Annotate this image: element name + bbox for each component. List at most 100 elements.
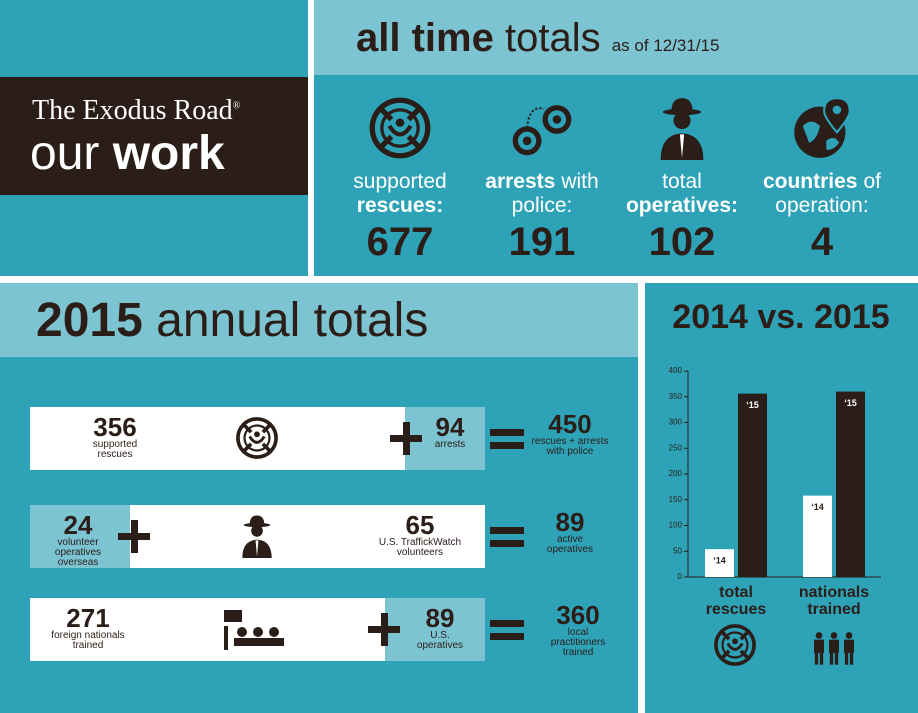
label-segment: rescues: xyxy=(356,194,444,217)
icon-shape xyxy=(372,100,427,155)
icon-shape xyxy=(242,515,272,558)
stat-label: arrests with police: xyxy=(462,170,622,218)
plus-v xyxy=(380,613,388,646)
bar-label: ‘15 xyxy=(844,398,857,408)
icon xyxy=(368,96,432,160)
value-label: with police xyxy=(546,446,594,457)
value-label: active xyxy=(556,534,584,545)
stat-value: 191 xyxy=(508,220,576,264)
value-label: rescues xyxy=(97,449,133,460)
brand-box: The Exodus Road® our work xyxy=(0,77,308,195)
y-tick-label: 300 xyxy=(669,418,683,427)
label-segment: operation: xyxy=(775,194,869,217)
y-tick-label: 350 xyxy=(669,392,683,401)
value-label: volunteer xyxy=(57,537,99,548)
equals-top xyxy=(490,620,524,627)
stat-label-line: operatives: xyxy=(602,194,762,218)
icon-shape xyxy=(793,97,851,159)
value: 356 xyxy=(93,412,137,442)
label-segment: supported xyxy=(353,170,447,193)
stat-value: 677 xyxy=(366,220,434,264)
label-segment: with xyxy=(561,170,599,193)
bar-label: ‘15 xyxy=(746,400,759,410)
title-bold: all time xyxy=(356,16,494,60)
brand-mark: ® xyxy=(232,100,241,112)
chart-panel: 2014 vs. 2015 0 50 100 150 200 250 300 350 400 ‘1… xyxy=(645,283,918,713)
rescue-icon xyxy=(714,624,756,666)
value: 89 xyxy=(555,507,585,537)
y-tick-label: 100 xyxy=(669,521,683,530)
row-shade xyxy=(385,598,485,661)
value-label: volunteers xyxy=(396,547,444,558)
value-block: 360 local practitioners trained xyxy=(508,602,648,658)
stat-label-line: police: xyxy=(462,194,622,218)
annual-panel: 2015 annual totals xyxy=(0,283,638,713)
title-light: totals xyxy=(504,16,601,60)
value-label: supported xyxy=(92,439,138,450)
value: 24 xyxy=(63,510,93,540)
stat-label-line: supported xyxy=(320,170,480,194)
value-label: U.S. TraffickWatch xyxy=(378,537,462,548)
value-label: practitioners xyxy=(550,637,606,648)
value-block: 94 arrests xyxy=(380,414,520,450)
all-time-panel: all time totals as of 12/31/15 supported… xyxy=(314,0,918,276)
value-block: 450 rescues + arrests with police xyxy=(500,411,640,457)
icon xyxy=(236,417,278,459)
annual-band xyxy=(0,283,638,357)
value-block: 65 U.S. TraffickWatch volunteers xyxy=(350,512,490,558)
stat-label: total operatives: xyxy=(602,170,762,218)
bar-label: ‘14 xyxy=(811,502,824,512)
stat-value: 4 xyxy=(810,220,834,264)
icon-shape xyxy=(224,610,284,650)
stat-label-line: rescues: xyxy=(320,194,480,218)
stat-label: countries of operation: xyxy=(742,170,902,218)
stat-label: supported rescues: xyxy=(320,170,480,218)
equals-bottom xyxy=(490,540,524,547)
icon-shape xyxy=(660,98,704,160)
icon xyxy=(224,610,284,650)
bar-label: ‘14 xyxy=(713,556,726,566)
value-label: operatives xyxy=(546,544,594,555)
value: 271 xyxy=(66,603,110,633)
label-segment: of xyxy=(863,170,882,193)
value-label: local xyxy=(567,627,589,638)
chart-title: 2014 vs. 2015 xyxy=(672,298,889,336)
y-tick-label: 50 xyxy=(673,546,682,555)
brand-title: our work xyxy=(30,129,225,179)
people-icon xyxy=(814,632,854,665)
y-tick-label: 250 xyxy=(669,443,683,452)
bar xyxy=(705,549,734,577)
title-bold: work xyxy=(112,127,225,180)
equals-bottom xyxy=(490,442,524,449)
value: 94 xyxy=(435,412,465,442)
stat-label-line: operation: xyxy=(742,194,902,218)
plus-v xyxy=(130,520,138,553)
label-segment: arrests xyxy=(485,170,556,193)
value: 450 xyxy=(548,409,592,439)
equals-bottom xyxy=(490,633,524,640)
value-label: U.S. xyxy=(430,630,450,641)
as-of: as of 12/31/15 xyxy=(611,36,720,55)
bar xyxy=(803,495,832,577)
value-label: operatives xyxy=(54,547,102,558)
label-segment: countries xyxy=(762,170,858,193)
stat-label-line: countries of xyxy=(742,170,902,194)
title-bold: 2015 xyxy=(36,294,143,347)
stat-label-line: arrests with xyxy=(462,170,622,194)
annual-title: 2015 annual totals xyxy=(36,293,428,349)
y-tick-label: 0 xyxy=(678,572,683,581)
value-label: foreign nationals xyxy=(51,630,125,641)
value-label: trained xyxy=(72,640,104,651)
value: 89 xyxy=(425,603,455,633)
brand: The Exodus Road® xyxy=(32,95,240,127)
equals-top xyxy=(490,429,524,436)
icon-shape xyxy=(515,108,568,153)
icon xyxy=(510,96,574,160)
equals-top xyxy=(490,527,524,534)
value-label: rescues + arrests xyxy=(531,436,609,447)
bar xyxy=(836,391,865,577)
row-shade xyxy=(30,505,130,568)
all-time-band xyxy=(314,0,918,75)
label-segment: police: xyxy=(511,194,573,217)
